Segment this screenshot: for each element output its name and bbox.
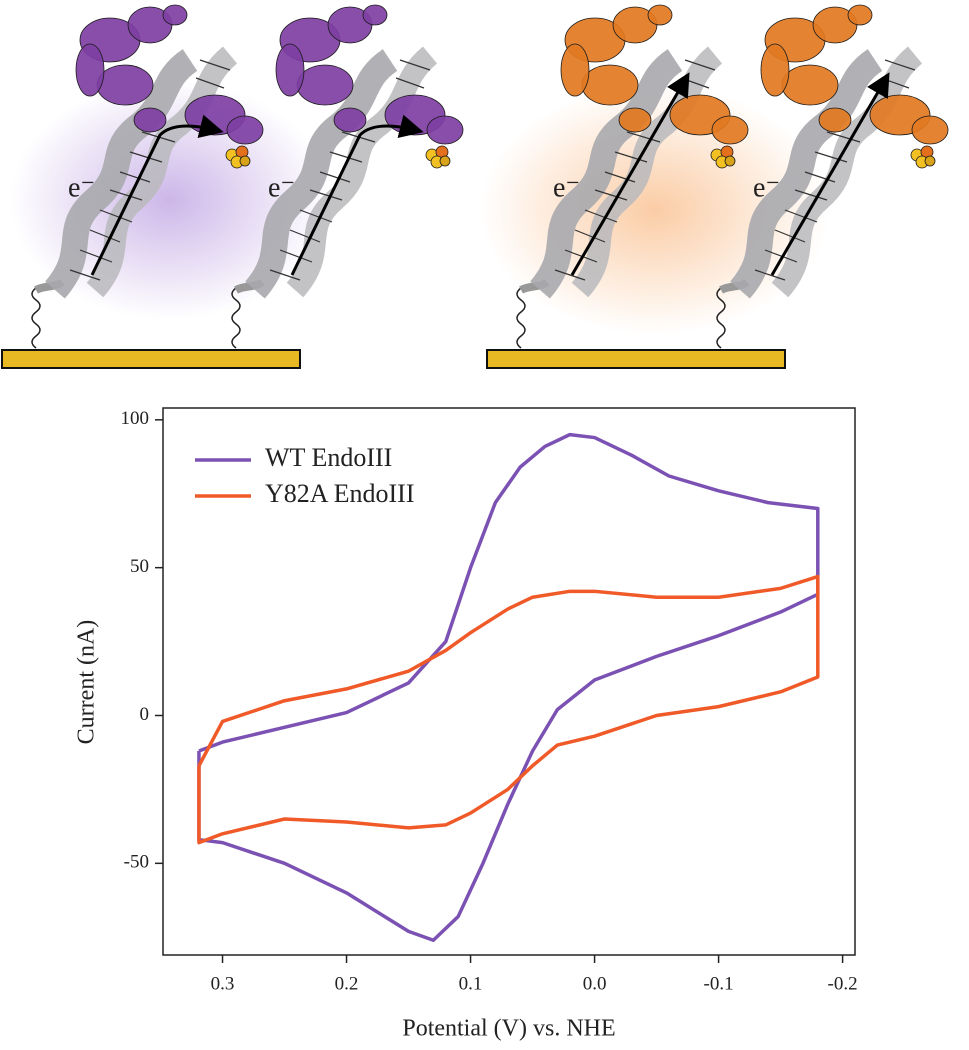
arrow [570, 72, 690, 276]
x-tick-label: -0.2 [828, 973, 858, 994]
electrode [486, 349, 786, 369]
cv-curve [197, 574, 820, 845]
x-tick-label: 0.1 [459, 973, 483, 994]
arrow [770, 72, 890, 276]
electron-label: e⁻ [268, 172, 295, 203]
x-axis-title: Potential (V) vs. NHE [402, 1016, 615, 1042]
electron-label: e⁻ [68, 172, 95, 203]
x-tick-label: -0.1 [704, 973, 734, 994]
x-tick-label: 0.0 [583, 973, 607, 994]
electrode [1, 349, 301, 369]
y-tick-label: -50 [124, 852, 149, 873]
y-tick-label: 100 [121, 408, 150, 429]
x-tick-label: 0.2 [335, 973, 359, 994]
electron-label: e⁻ [553, 172, 580, 203]
illustration: e⁻ e⁻ e⁻ e⁻ [1, 5, 948, 369]
arrow [90, 114, 224, 276]
legend-label: Y82A EndoIII [265, 479, 414, 508]
plot-frame [162, 407, 856, 956]
electron-label: e⁻ [753, 172, 780, 203]
y-tick-label: 0 [140, 704, 150, 725]
y-tick-label: 50 [130, 556, 149, 577]
y-axis-title: Current (nA) [74, 620, 100, 745]
x-tick-label: 0.3 [211, 973, 235, 994]
legend-label: WT EndoIII [265, 443, 392, 472]
arrow [290, 114, 424, 276]
cv-curve [197, 432, 820, 942]
